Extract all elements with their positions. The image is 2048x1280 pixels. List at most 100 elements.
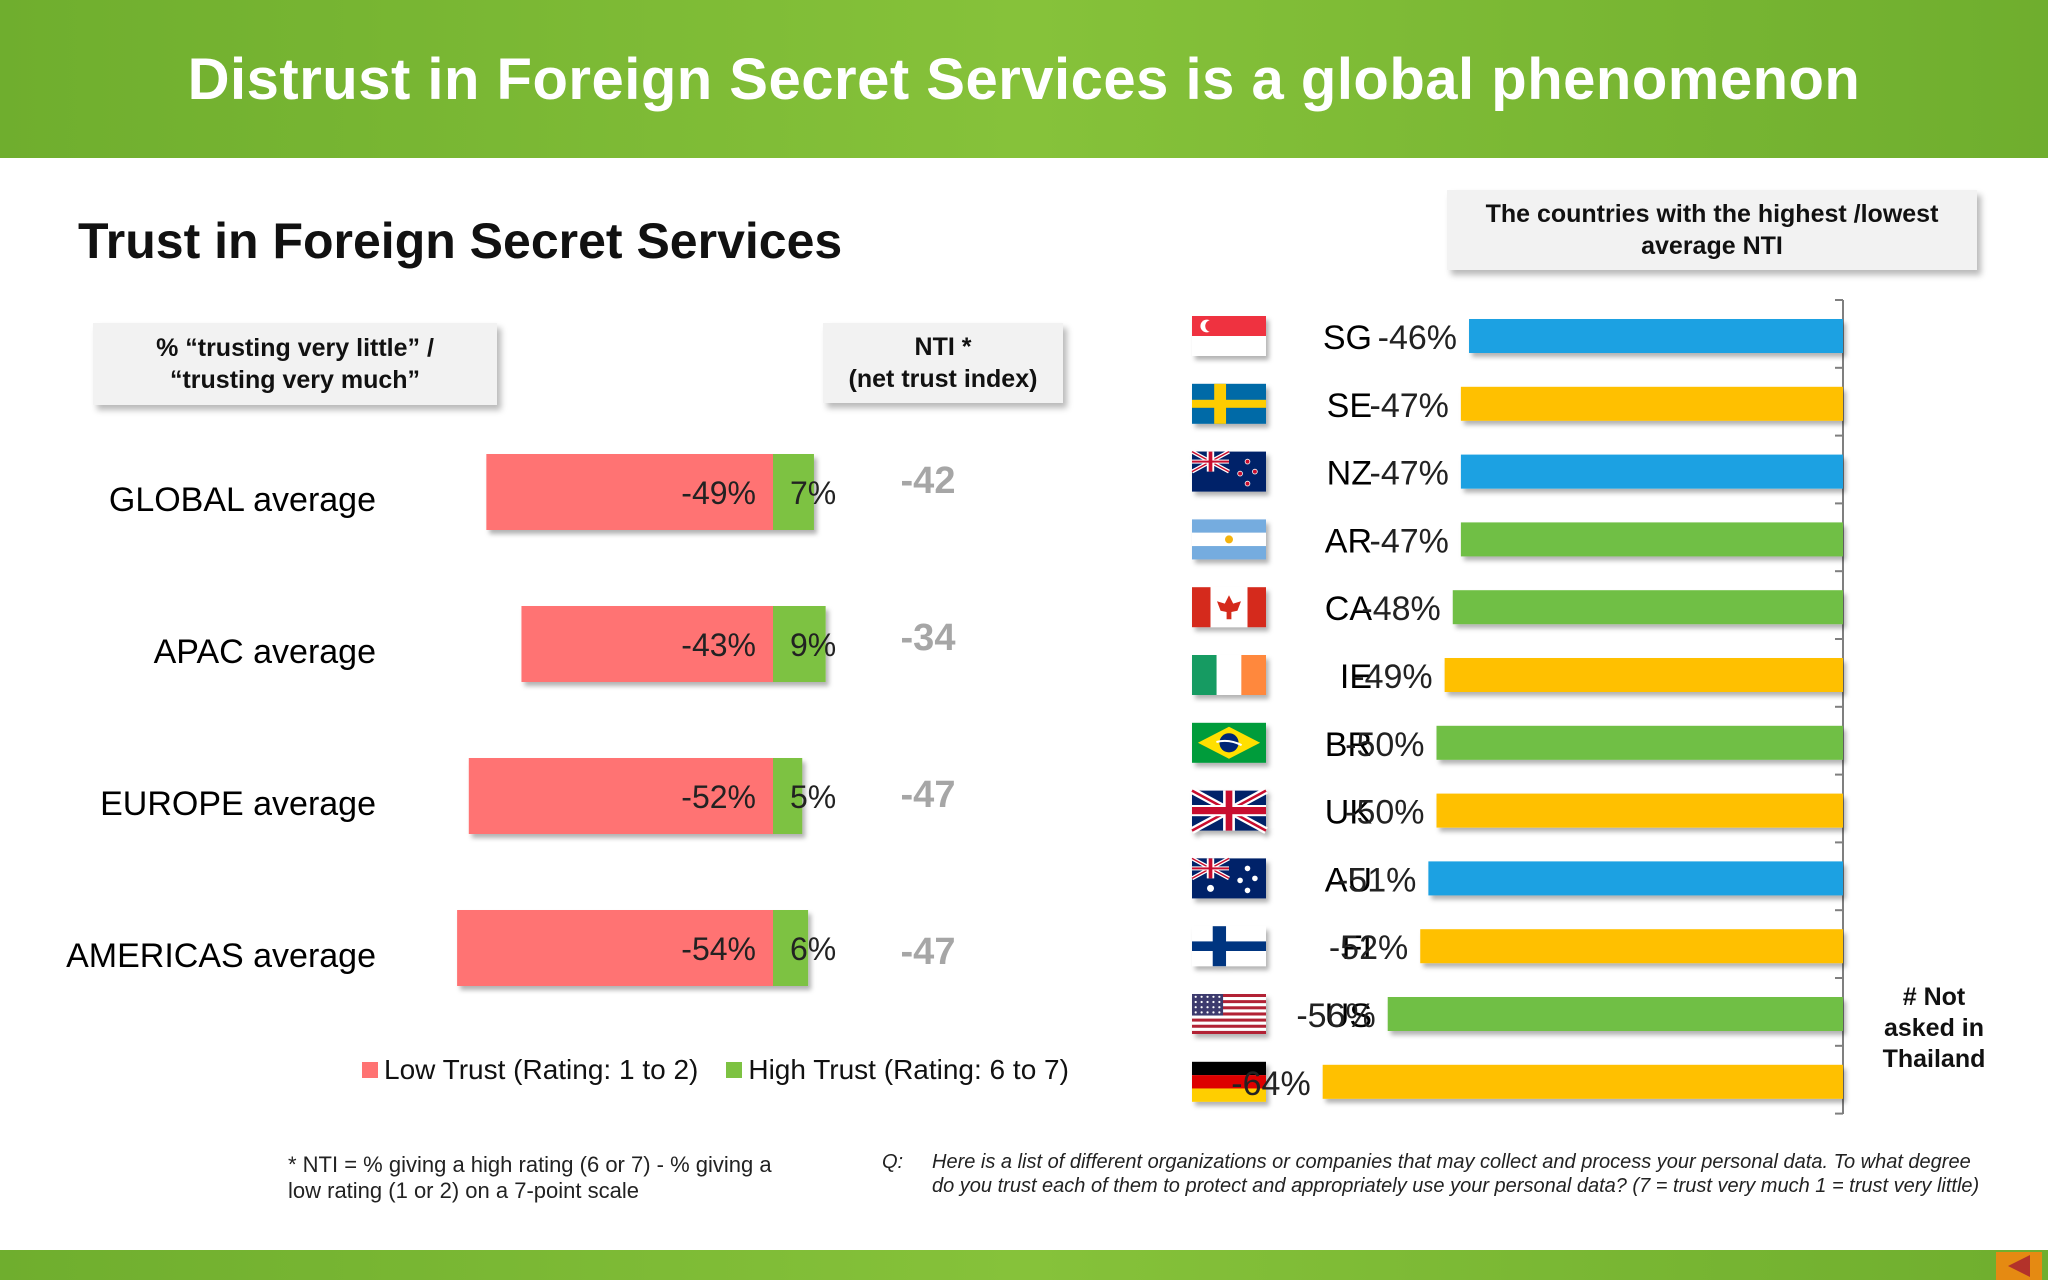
country-bar [1428, 861, 1843, 896]
previous-slide-button[interactable] [1996, 1252, 2042, 1280]
percent-header-box: % “trusting very little” / “trusting ver… [93, 323, 497, 405]
nti-header-line2: (net trust index) [848, 365, 1038, 393]
question-label: Q: [882, 1151, 904, 1173]
country-bar [1420, 929, 1843, 964]
region-bar-group [521, 606, 826, 682]
country-code: AR [1325, 522, 1372, 560]
low-trust-label: -52% [681, 779, 756, 815]
ranking-header-line1: The countries with the highest /lowest [1485, 200, 1939, 228]
low-trust-label: -54% [681, 931, 756, 967]
country-value: -51% [1337, 861, 1416, 899]
australia-flag-icon [1191, 856, 1266, 899]
country-code: UK [1325, 794, 1373, 832]
not-asked-line2: asked in [1883, 1014, 1985, 1042]
country-code: NZ [1327, 455, 1372, 493]
region-bar-group [457, 910, 809, 986]
country-code: IE [1340, 658, 1372, 696]
slide-title: Distrust in Foreign Secret Services is a… [187, 46, 1861, 112]
country-code: SE [1327, 387, 1372, 425]
low-trust-bar [486, 454, 773, 530]
high-trust-bar [773, 606, 826, 682]
nti-footnote-line2: low rating (1 or 2) on a 7-point scale [288, 1178, 639, 1203]
low-trust-bar [468, 758, 773, 834]
new-zealand-flag-icon [1191, 449, 1266, 492]
region-bar-group [468, 758, 803, 834]
high-trust-label: 9% [790, 627, 836, 663]
country-bar [1436, 725, 1843, 760]
ranking-header-box: The countries with the highest /lowest a… [1447, 190, 1977, 270]
chart-legend: Low Trust (Rating: 1 to 2) High Trust (R… [362, 1054, 1069, 1086]
country-code: SG [1323, 319, 1372, 357]
legend-high: High Trust (Rating: 6 to 7) [726, 1054, 1069, 1086]
nti-value: -34 [901, 617, 956, 659]
high-trust-label: 6% [790, 931, 836, 967]
country-value: -48% [1361, 590, 1440, 628]
not-asked-note: # Not asked in Thailand [1866, 982, 2002, 1075]
country-bar [1460, 386, 1843, 421]
country-bar [1469, 319, 1843, 353]
region-label: AMERICAS average [66, 937, 376, 975]
country-code: US [1325, 997, 1372, 1035]
country-value: -46% [1378, 319, 1457, 357]
country-bar [1444, 658, 1843, 692]
country-bar [1452, 590, 1843, 625]
nti-header-box: NTI * (net trust index) [823, 323, 1063, 403]
legend-high-label: High Trust (Rating: 6 to 7) [748, 1054, 1069, 1085]
percent-header-line2: “trusting very much” [169, 366, 421, 394]
finland-flag-icon [1192, 926, 1266, 967]
not-asked-line3: Thailand [1882, 1045, 1986, 1073]
canada-flag-icon [1192, 587, 1266, 628]
region-bar-group [486, 454, 814, 530]
nti-header-line1: NTI * [914, 333, 972, 361]
legend-low-swatch [362, 1062, 378, 1078]
country-value: -47% [1370, 522, 1449, 560]
country-value: -50% [1345, 794, 1424, 832]
country-bar [1460, 454, 1843, 489]
country-bar [1460, 522, 1843, 557]
arrow-left-icon [2008, 1255, 2030, 1277]
country-bar [1387, 997, 1843, 1031]
high-trust-bar [773, 454, 814, 530]
country-code: AU [1325, 861, 1372, 899]
question-text: Here is a list of different organization… [932, 1151, 1980, 1197]
uk-flag-icon [1190, 787, 1268, 834]
argentina-flag-icon [1192, 519, 1266, 560]
footer-bar [0, 1250, 2048, 1280]
high-trust-bar [773, 910, 809, 986]
country-value: -52% [1329, 929, 1408, 967]
section-title: Trust in Foreign Secret Services [78, 213, 843, 269]
low-trust-bar [521, 606, 773, 682]
legend-low: Low Trust (Rating: 1 to 2) [362, 1054, 698, 1086]
country-bar [1322, 1064, 1843, 1099]
nti-value: -42 [901, 460, 956, 502]
nti-value: -47 [901, 774, 956, 816]
country-value: -49% [1353, 658, 1432, 696]
low-trust-bar [457, 910, 773, 986]
country-code: CA [1325, 590, 1373, 628]
nti-value: -47 [901, 931, 956, 973]
ranking-header-line2: average NTI [1641, 232, 1783, 260]
title-banner: Distrust in Foreign Secret Services is a… [0, 0, 2048, 158]
question-note: Q: Here is a list of different organizat… [882, 1150, 1982, 1198]
country-code: FI [1342, 929, 1372, 967]
usa-flag-icon [1192, 994, 1266, 1034]
sweden-flag-icon [1192, 383, 1266, 424]
high-trust-label: 5% [790, 779, 836, 815]
nti-footnote-line1: * NTI = % giving a high rating (6 or 7) … [288, 1152, 772, 1177]
region-label: GLOBAL average [109, 481, 376, 519]
region-label: EUROPE average [100, 785, 376, 823]
legend-low-label: Low Trust (Rating: 1 to 2) [384, 1054, 699, 1085]
low-trust-label: -43% [681, 627, 756, 663]
percent-header-line1: % “trusting very little” / [156, 334, 434, 362]
germany-flag-icon [1192, 1061, 1266, 1102]
country-value: -47% [1370, 455, 1449, 493]
low-trust-label: -49% [681, 475, 756, 511]
country-value: -64% [1231, 1065, 1310, 1103]
not-asked-line1: # Not [1902, 983, 1966, 1011]
country-code: BR [1325, 726, 1372, 764]
ireland-flag-icon [1192, 655, 1266, 695]
country-value: -56% [1296, 997, 1375, 1035]
country-value: -50% [1345, 726, 1424, 764]
region-label: APAC average [154, 633, 376, 671]
